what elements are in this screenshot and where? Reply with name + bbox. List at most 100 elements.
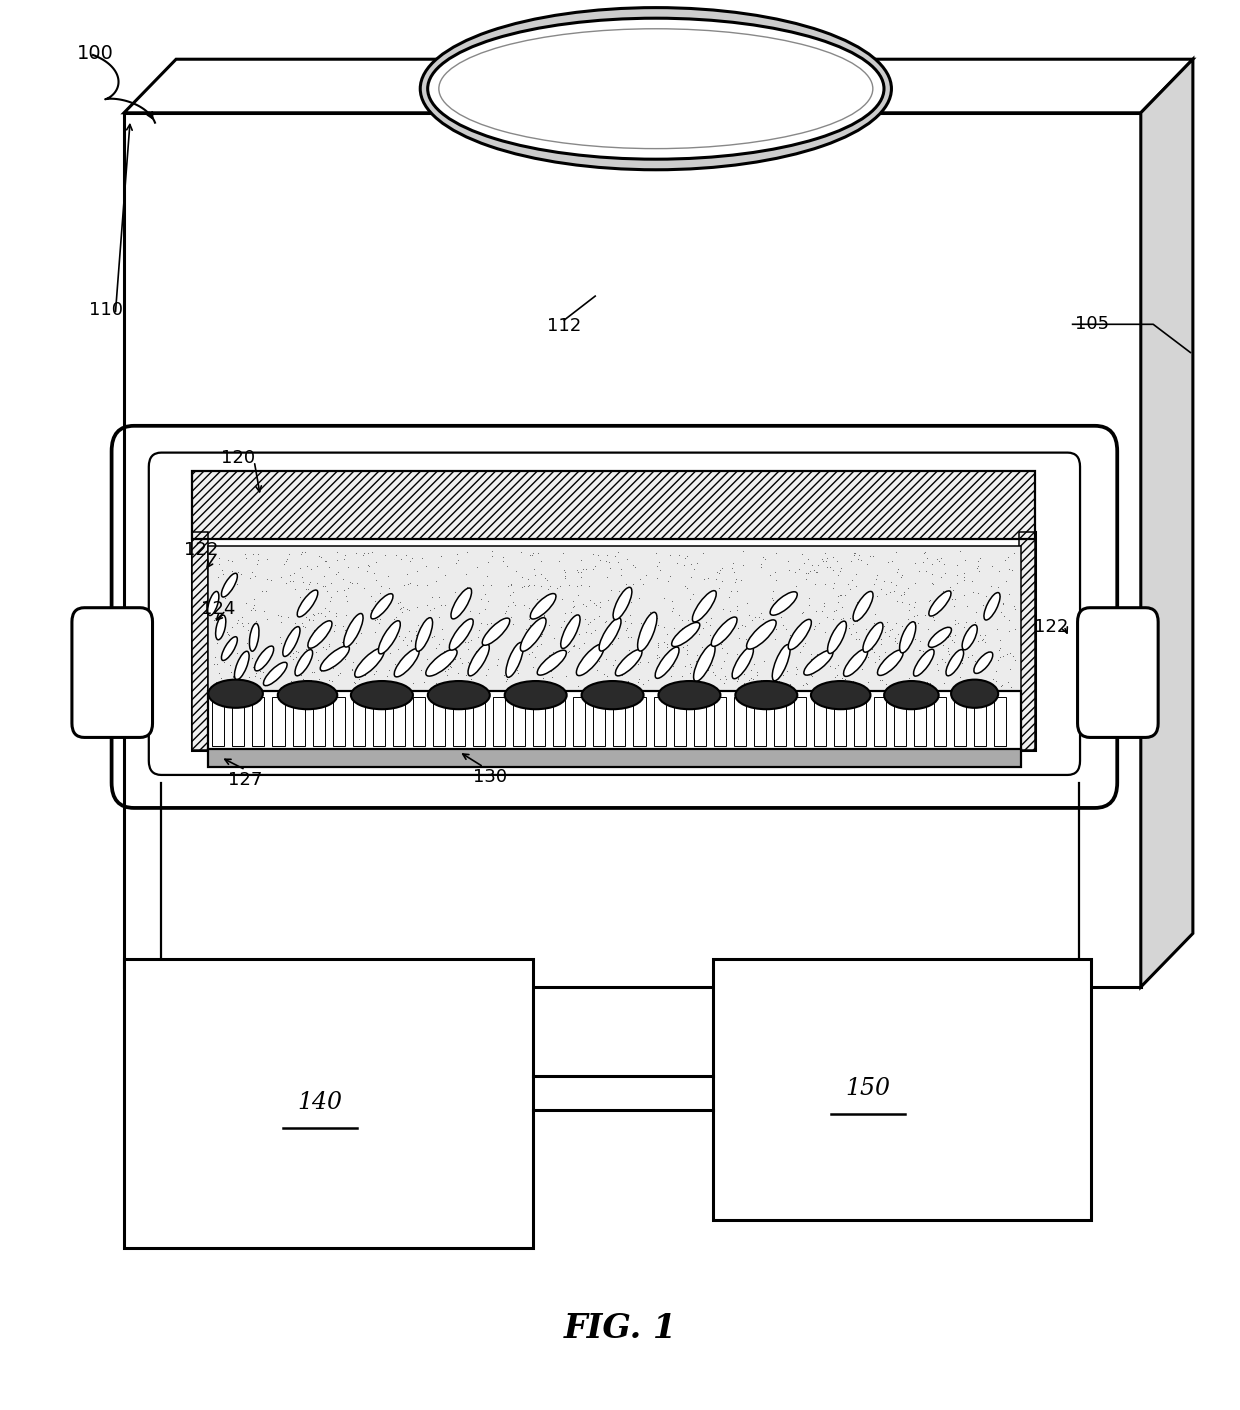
Point [568,560,588,582]
Point [463,675,482,698]
Bar [293,697,305,746]
Point [955,561,975,584]
Point [683,582,703,605]
Point [706,568,725,591]
Point [596,550,616,572]
Point [273,656,293,678]
Point [684,603,704,626]
Point [213,637,233,660]
Point [947,611,967,633]
Point [693,674,713,697]
Point [894,581,914,603]
Point [942,578,962,601]
Point [334,548,353,571]
Point [880,647,900,670]
Point [649,632,668,654]
Point [831,557,851,580]
Point [775,618,795,640]
Point [252,580,272,602]
Point [1004,649,1024,671]
Point [918,618,937,640]
Point [498,595,518,618]
Point [717,613,737,636]
Point [472,574,492,596]
Point [448,661,467,684]
Point [812,599,832,622]
Point [844,541,864,564]
Ellipse shape [615,650,642,675]
Point [810,612,830,634]
Point [300,571,320,594]
Point [417,647,436,670]
Point [290,557,310,580]
Point [890,584,910,606]
Point [611,664,631,687]
Point [512,565,532,588]
Point [227,612,247,634]
Point [963,581,983,603]
Point [569,637,589,660]
Point [990,639,1009,661]
Point [458,577,477,599]
Point [939,637,959,660]
Point [691,599,711,622]
Point [507,658,527,681]
Point [841,550,861,572]
Ellipse shape [827,622,847,653]
Point [999,609,1019,632]
Point [863,625,883,647]
Point [348,556,368,578]
Point [647,646,667,668]
Point [518,568,538,591]
Point [724,660,744,682]
Point [453,622,472,644]
Point [316,637,336,660]
Point [724,613,744,636]
Ellipse shape [355,649,384,677]
Point [677,643,697,666]
Point [469,602,489,625]
Point [476,664,496,687]
Point [676,574,696,596]
Point [640,601,660,623]
Point [543,642,563,664]
Point [622,572,642,595]
Point [616,589,636,612]
Point [217,620,237,643]
Point [874,640,894,663]
Point [631,612,651,634]
Point [802,553,822,575]
Point [429,587,449,609]
Point [942,629,962,651]
Point [257,608,277,630]
Point [277,547,296,570]
Bar [494,697,505,746]
Point [605,599,625,622]
Point [832,667,852,689]
Point [746,620,766,643]
Point [739,668,759,691]
Bar [208,546,1021,694]
Point [405,630,425,653]
Point [481,574,501,596]
Point [580,611,600,633]
Point [761,602,781,625]
Point [820,556,839,578]
Point [634,626,653,649]
Point [684,615,704,637]
Point [993,592,1013,615]
Point [283,647,303,670]
Point [277,571,296,594]
Point [289,618,309,640]
Point [749,606,769,629]
Point [733,540,753,563]
Point [512,577,532,599]
Point [284,642,304,664]
Point [549,550,569,572]
Point [890,674,910,697]
Point [693,616,713,639]
Point [649,551,668,574]
Point [701,625,720,647]
Point [888,646,908,668]
Point [684,558,704,581]
